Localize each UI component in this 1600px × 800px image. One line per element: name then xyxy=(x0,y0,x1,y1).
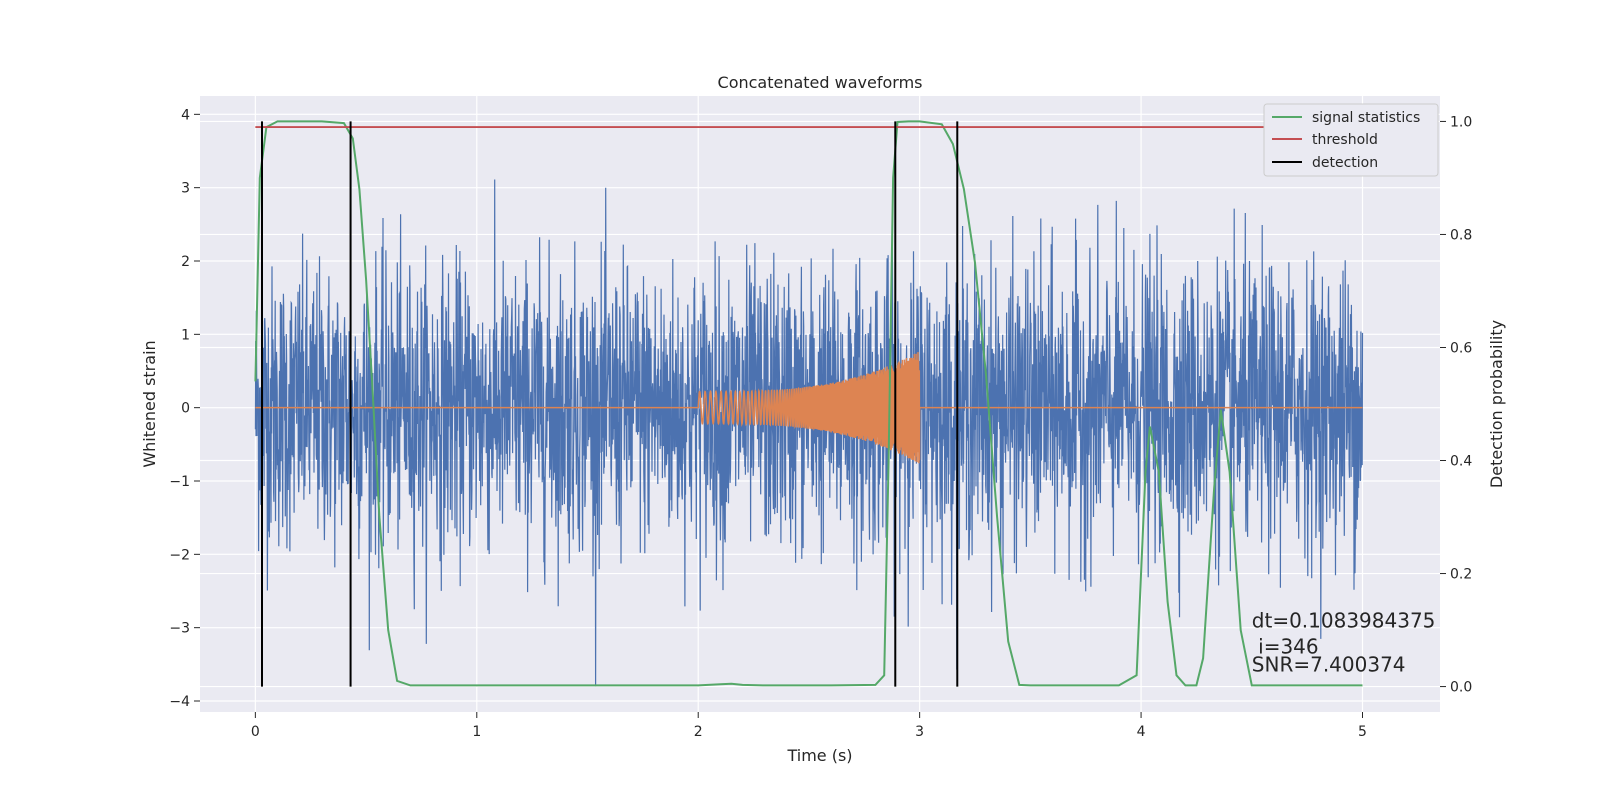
y-tick-label: −2 xyxy=(169,547,190,563)
y-tick-label: 3 xyxy=(181,181,190,197)
right-y-tick-label: 0.2 xyxy=(1450,567,1472,583)
y-tick-label: 0 xyxy=(181,401,190,417)
legend-box xyxy=(1263,103,1439,177)
detection-series xyxy=(261,121,959,687)
right-y-axis-label: Detection probability xyxy=(1487,320,1506,488)
y-tick-labels: −4 −3 −2 −1 0 1 2 3 4 xyxy=(169,107,200,710)
x-tick-label: 4 xyxy=(1137,724,1146,740)
annotation-dt: dt=0.1083984375 xyxy=(1252,609,1436,633)
x-tick-label: 1 xyxy=(472,724,481,740)
x-axis-label: Time (s) xyxy=(786,746,852,765)
legend-label-threshold: threshold xyxy=(1312,132,1378,148)
x-tick-labels: 0 1 2 3 4 5 xyxy=(251,712,1367,740)
y-tick-label: −1 xyxy=(169,474,190,490)
right-y-tick-label: 0.0 xyxy=(1450,680,1472,696)
signal-statistics-series xyxy=(254,120,1363,687)
noise-series xyxy=(254,179,1364,687)
chirp-series xyxy=(255,352,1363,464)
y-axis-label: Whitened strain xyxy=(140,340,159,467)
legend-label-detection: detection xyxy=(1312,155,1378,171)
annotation-snr: SNR=7.400374 xyxy=(1252,653,1406,677)
annotation-index: i=346 xyxy=(1252,634,1319,658)
y-tick-label: 2 xyxy=(181,254,190,270)
chirp-trace xyxy=(255,352,1363,464)
y-tick-label: −4 xyxy=(169,694,190,710)
y-tick-label: 1 xyxy=(181,327,190,343)
x-tick-label: 2 xyxy=(694,724,703,740)
signal-statistics-line xyxy=(254,120,1363,687)
noise-trace xyxy=(254,179,1364,687)
right-y-tick-label: 0.8 xyxy=(1450,227,1472,243)
legend-label-signal-statistics: signal statistics xyxy=(1312,110,1420,126)
y-tick-label: −3 xyxy=(169,621,190,637)
x-tick-label: 0 xyxy=(251,724,260,740)
legend: signal statistics threshold detection xyxy=(1263,103,1439,177)
x-tick-label: 3 xyxy=(915,724,924,740)
right-y-tick-label: 0.6 xyxy=(1450,340,1472,356)
y-tick-label: 4 xyxy=(181,107,190,123)
right-y-tick-label: 0.4 xyxy=(1450,454,1472,470)
x-tick-label: 5 xyxy=(1358,724,1367,740)
chart-title: Concatenated waveforms xyxy=(718,73,923,92)
right-y-tick-labels: 0.0 0.2 0.4 0.6 0.8 1.0 xyxy=(1440,114,1472,696)
right-y-tick-label: 1.0 xyxy=(1450,114,1472,130)
